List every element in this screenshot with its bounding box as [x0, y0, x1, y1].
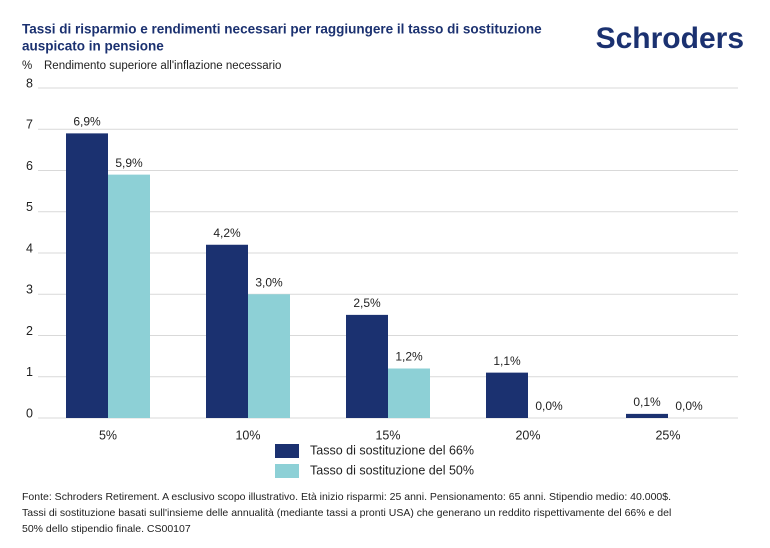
bar [388, 368, 430, 418]
value-label: 4,2% [213, 226, 241, 240]
y-tick-label: 4 [26, 241, 33, 255]
value-label: 0,0% [675, 399, 703, 413]
bar [486, 372, 528, 418]
y-tick-label: 3 [26, 283, 33, 297]
y-axis-label: Rendimento superiore all'inflazione nece… [44, 60, 281, 72]
bar [206, 244, 248, 418]
x-tick-label: 10% [235, 428, 260, 442]
x-tick-label: 20% [515, 428, 540, 442]
chart-title: auspicato in pensione [22, 39, 164, 54]
y-tick-label: 0 [26, 406, 33, 420]
y-tick-label: 6 [26, 159, 33, 173]
bar [248, 294, 290, 418]
value-label: 5,9% [115, 156, 143, 170]
y-tick-label: 1 [26, 365, 33, 379]
value-label: 6,9% [73, 115, 101, 129]
legend-label: Tasso di sostituzione del 66% [310, 443, 474, 457]
value-label: 3,0% [255, 275, 283, 289]
legend-swatch [275, 444, 299, 458]
value-label: 1,2% [395, 350, 423, 364]
x-tick-label: 5% [99, 428, 117, 442]
value-label: 1,1% [493, 354, 521, 368]
legend-label: Tasso di sostituzione del 50% [310, 463, 474, 477]
bar [626, 413, 668, 418]
footnote: Fonte: Schroders Retirement. A esclusivo… [22, 491, 671, 503]
bar [66, 133, 108, 418]
legend-swatch [275, 464, 299, 478]
chart-title: Tassi di risparmio e rendimenti necessar… [22, 22, 542, 37]
y-tick-label: 7 [26, 118, 33, 132]
footnote: Tassi di sostituzione basati sull'insiem… [22, 507, 671, 519]
y-tick-label: 2 [26, 324, 33, 338]
bar [108, 174, 150, 418]
y-unit: % [22, 60, 32, 72]
value-label: 0,1% [633, 395, 661, 409]
bar [346, 314, 388, 418]
y-tick-label: 5 [26, 200, 33, 214]
brand-logo: Schroders [596, 22, 744, 55]
value-label: 0,0% [535, 399, 563, 413]
footnote: 50% dello stipendio finale. CS00107 [22, 523, 191, 535]
x-tick-label: 15% [375, 428, 400, 442]
x-tick-label: 25% [655, 428, 680, 442]
value-label: 2,5% [353, 296, 381, 310]
y-tick-label: 8 [26, 76, 33, 90]
